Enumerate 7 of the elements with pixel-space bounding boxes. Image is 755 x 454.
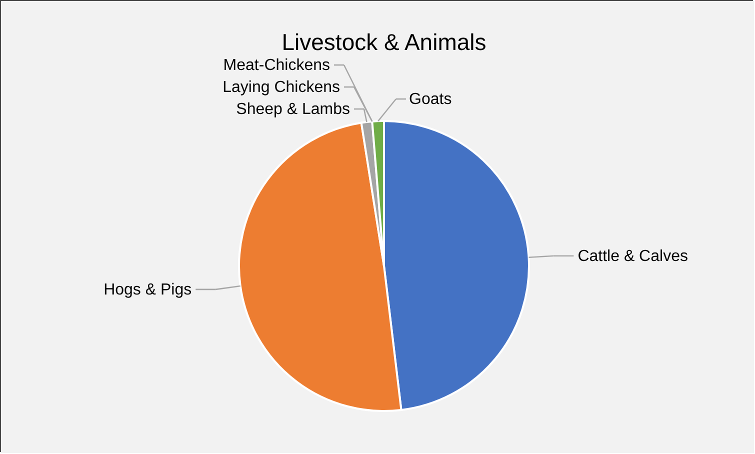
- slice-label: Cattle & Calves: [578, 248, 688, 265]
- legend-label: Sheep & Lambs: [236, 101, 350, 118]
- legend-label: Laying Chickens: [222, 79, 340, 96]
- slice-label: Goats: [409, 91, 452, 108]
- slice-label: Hogs & Pigs: [104, 281, 192, 298]
- chart-title: Livestock & Animals: [282, 29, 486, 55]
- legend-label: Meat-Chickens: [223, 57, 330, 74]
